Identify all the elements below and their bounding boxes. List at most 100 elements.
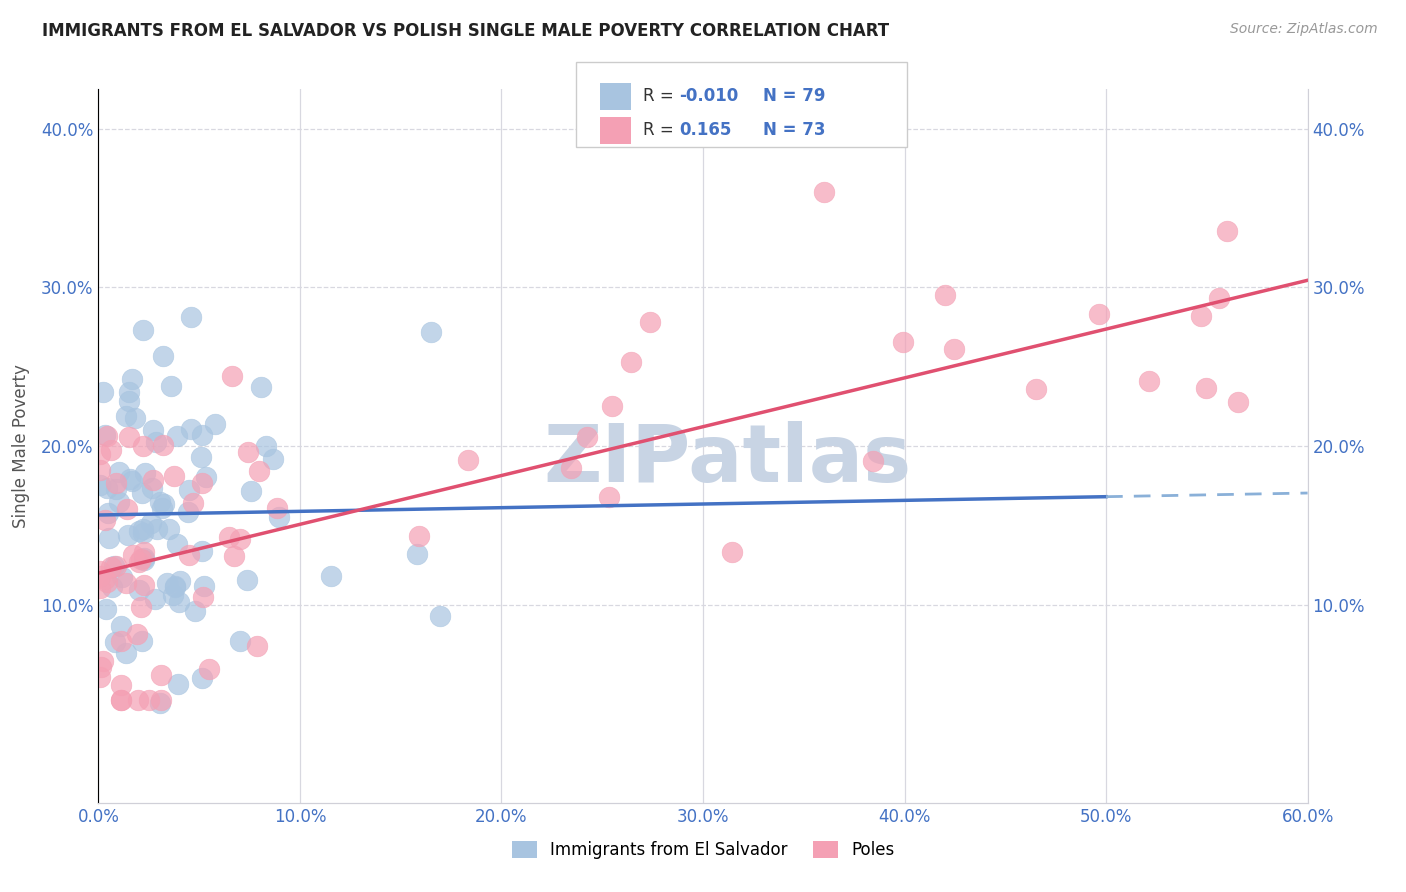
- Point: [1208, 291, 1230, 305]
- Point: [104, 634, 127, 648]
- Point: [129, 552, 152, 566]
- Point: [89, 670, 111, 684]
- Point: [638, 315, 661, 329]
- Point: [191, 475, 214, 490]
- Point: [429, 608, 451, 623]
- Point: [600, 400, 623, 414]
- Point: [224, 549, 246, 564]
- Point: [145, 435, 167, 450]
- Point: [721, 545, 744, 559]
- Point: [406, 548, 429, 562]
- Point: [134, 550, 156, 565]
- Point: [156, 576, 179, 591]
- Point: [1216, 224, 1239, 238]
- Point: [560, 460, 582, 475]
- Point: [180, 310, 202, 325]
- Point: [125, 626, 148, 640]
- Point: [236, 445, 259, 459]
- Point: [575, 430, 598, 444]
- Point: [176, 505, 198, 519]
- Point: [319, 568, 342, 582]
- Point: [138, 692, 160, 706]
- Point: [110, 678, 132, 692]
- Point: [254, 439, 277, 453]
- Point: [129, 599, 152, 614]
- Point: [228, 633, 250, 648]
- Point: [114, 576, 136, 591]
- Point: [111, 570, 134, 584]
- Point: [100, 559, 122, 574]
- Point: [166, 537, 188, 551]
- Point: [942, 343, 965, 357]
- Y-axis label: Single Male Poverty: Single Male Poverty: [11, 364, 30, 528]
- Point: [197, 662, 219, 676]
- Point: [104, 559, 127, 574]
- Point: [96, 429, 118, 443]
- Point: [128, 555, 150, 569]
- Point: [134, 578, 156, 592]
- Point: [191, 671, 214, 685]
- Point: [131, 634, 153, 648]
- Point: [183, 604, 205, 618]
- Point: [150, 501, 173, 516]
- Point: [132, 553, 155, 567]
- Point: [180, 422, 202, 436]
- Point: [142, 473, 165, 487]
- Point: [121, 474, 143, 488]
- Point: [153, 496, 176, 510]
- Point: [149, 696, 172, 710]
- Point: [89, 569, 111, 583]
- Point: [131, 486, 153, 500]
- Point: [110, 692, 132, 706]
- Point: [108, 465, 131, 479]
- Point: [105, 476, 128, 491]
- Point: [108, 495, 131, 509]
- Point: [118, 472, 141, 486]
- Text: ZIPatlas: ZIPatlas: [543, 421, 911, 500]
- Point: [167, 595, 190, 609]
- Text: 0.165: 0.165: [679, 121, 731, 139]
- Point: [101, 580, 124, 594]
- Point: [420, 325, 443, 339]
- Point: [193, 579, 215, 593]
- Point: [166, 429, 188, 443]
- Point: [891, 334, 914, 349]
- Point: [160, 378, 183, 392]
- Point: [97, 531, 120, 545]
- Point: [163, 581, 186, 595]
- Point: [110, 692, 132, 706]
- Point: [124, 410, 146, 425]
- Legend: Immigrants from El Salvador, Poles: Immigrants from El Salvador, Poles: [505, 834, 901, 866]
- Point: [149, 692, 172, 706]
- Point: [249, 380, 271, 394]
- Point: [128, 524, 150, 538]
- Point: [89, 581, 111, 595]
- Point: [1137, 374, 1160, 388]
- Point: [862, 453, 884, 467]
- Point: [117, 385, 139, 400]
- Point: [247, 464, 270, 478]
- Point: [163, 469, 186, 483]
- Point: [96, 602, 118, 616]
- Point: [177, 483, 200, 497]
- Point: [122, 549, 145, 563]
- Point: [1088, 307, 1111, 321]
- Point: [114, 409, 136, 423]
- Point: [89, 463, 111, 477]
- Point: [94, 572, 117, 586]
- Text: N = 73: N = 73: [763, 121, 825, 139]
- Point: [128, 583, 150, 598]
- Point: [110, 619, 132, 633]
- Point: [1025, 382, 1047, 396]
- Point: [221, 369, 243, 384]
- Point: [132, 522, 155, 536]
- Point: [146, 522, 169, 536]
- Point: [1194, 381, 1216, 395]
- Point: [90, 660, 112, 674]
- Point: [118, 430, 141, 444]
- Point: [89, 564, 111, 578]
- Point: [94, 513, 117, 527]
- Point: [177, 548, 200, 562]
- Point: [229, 533, 252, 547]
- Text: N = 79: N = 79: [763, 87, 825, 105]
